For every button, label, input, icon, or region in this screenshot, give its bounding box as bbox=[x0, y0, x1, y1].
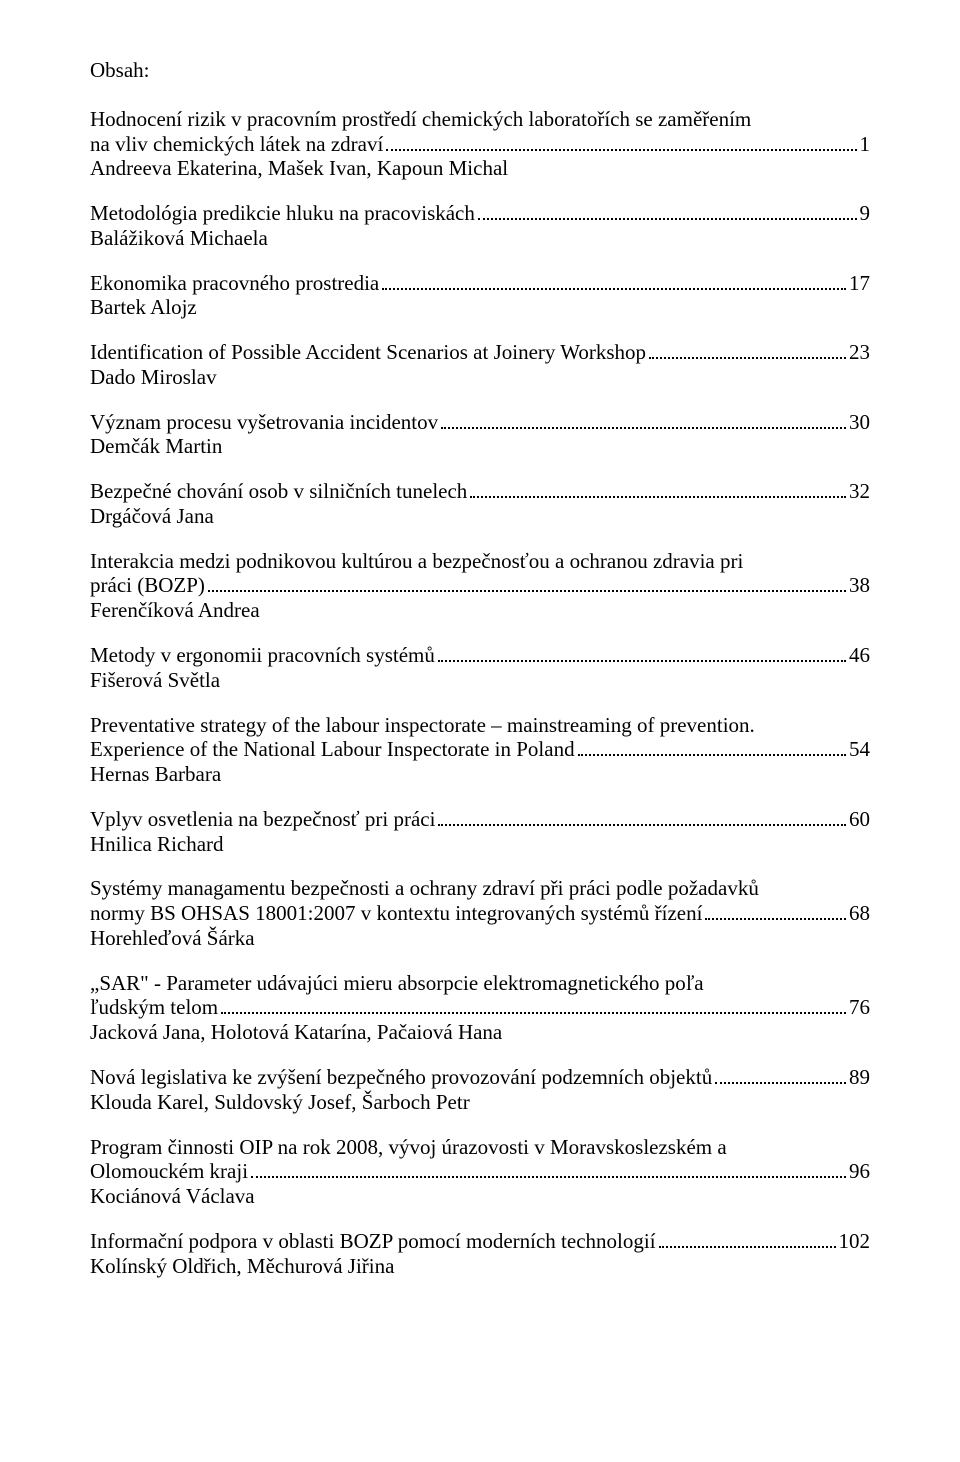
toc-entry-author: Kociánová Václava bbox=[90, 1184, 870, 1209]
toc-leader-dots bbox=[649, 356, 846, 359]
toc-entry: Vplyv osvetlenia na bezpečnosť pri práci… bbox=[90, 807, 870, 857]
toc-entry-title-lastline: Vplyv osvetlenia na bezpečnosť pri práci… bbox=[90, 807, 870, 832]
toc-entry-title-lastline: Bezpečné chování osob v silničních tunel… bbox=[90, 479, 870, 504]
toc-entry-author: Hnilica Richard bbox=[90, 832, 870, 857]
toc-entry-title-text: Metodológia predikcie hluku na pracovisk… bbox=[90, 201, 475, 226]
toc-entry-title-lastline: ľudským telom 76 bbox=[90, 995, 870, 1020]
toc-entry-title-lastline: Ekonomika pracovného prostredia 17 bbox=[90, 271, 870, 296]
toc-page-number: 68 bbox=[849, 901, 870, 926]
toc-entry: Systémy managamentu bezpečnosti a ochran… bbox=[90, 876, 870, 950]
toc-entry: Interakcia medzi podnikovou kultúrou a b… bbox=[90, 549, 870, 623]
toc-entry-author: Jacková Jana, Holotová Katarína, Pačaiov… bbox=[90, 1020, 870, 1045]
toc-entry-title-text: normy BS OHSAS 18001:2007 v kontextu int… bbox=[90, 901, 702, 926]
toc-entry: Program činnosti OIP na rok 2008, vývoj … bbox=[90, 1135, 870, 1209]
toc-leader-dots bbox=[441, 426, 846, 429]
toc-entry: „SAR" - Parameter udávajúci mieru absorp… bbox=[90, 971, 870, 1045]
toc-leader-dots bbox=[251, 1175, 846, 1178]
toc-leader-dots bbox=[438, 659, 846, 662]
toc-entry-title-line: Hodnocení rizik v pracovním prostředí ch… bbox=[90, 107, 870, 132]
toc-entry-title-lastline: Metodológia predikcie hluku na pracovisk… bbox=[90, 201, 870, 226]
toc-entry-author: Andreeva Ekaterina, Mašek Ivan, Kapoun M… bbox=[90, 156, 870, 181]
toc-leader-dots bbox=[208, 589, 846, 592]
toc-page-number: 32 bbox=[849, 479, 870, 504]
toc-entry-title-line: „SAR" - Parameter udávajúci mieru absorp… bbox=[90, 971, 870, 996]
toc-page-number: 30 bbox=[849, 410, 870, 435]
toc-entry-title-text: Informační podpora v oblasti BOZP pomocí… bbox=[90, 1229, 656, 1254]
toc-entry-title-text: Identification of Possible Accident Scen… bbox=[90, 340, 646, 365]
toc-entry-title-lastline: Význam procesu vyšetrovania incidentov 30 bbox=[90, 410, 870, 435]
toc-entry-author: Horehleďová Šárka bbox=[90, 926, 870, 951]
toc-entry: Nová legislativa ke zvýšení bezpečného p… bbox=[90, 1065, 870, 1115]
toc-entry-title-lastline: práci (BOZP) 38 bbox=[90, 573, 870, 598]
toc-leader-dots bbox=[438, 823, 846, 826]
toc-entry-title-line: Program činnosti OIP na rok 2008, vývoj … bbox=[90, 1135, 870, 1160]
toc-entry-title-line: Systémy managamentu bezpečnosti a ochran… bbox=[90, 876, 870, 901]
toc-entry-title-line: Preventative strategy of the labour insp… bbox=[90, 713, 870, 738]
toc-entry-title-text: ľudským telom bbox=[90, 995, 218, 1020]
toc-entry-title-text: na vliv chemických látek na zdraví bbox=[90, 132, 383, 157]
toc-entry-title-lastline: Experience of the National Labour Inspec… bbox=[90, 737, 870, 762]
toc-page-number: 1 bbox=[860, 132, 871, 157]
toc-leader-dots bbox=[478, 217, 857, 220]
toc-leader-dots bbox=[386, 148, 856, 151]
toc-page-number: 9 bbox=[860, 201, 871, 226]
toc-page-number: 23 bbox=[849, 340, 870, 365]
toc-page-number: 96 bbox=[849, 1159, 870, 1184]
toc-leader-dots bbox=[705, 917, 846, 920]
toc-page-number: 102 bbox=[839, 1229, 871, 1254]
toc-entry: Hodnocení rizik v pracovním prostředí ch… bbox=[90, 107, 870, 181]
toc-list: Hodnocení rizik v pracovním prostředí ch… bbox=[90, 107, 870, 1279]
toc-leader-dots bbox=[578, 753, 846, 756]
toc-entry-title-text: Význam procesu vyšetrovania incidentov bbox=[90, 410, 438, 435]
toc-entry-author: Fišerová Světla bbox=[90, 668, 870, 693]
toc-entry-author: Balážiková Michaela bbox=[90, 226, 870, 251]
toc-entry-title-lastline: Informační podpora v oblasti BOZP pomocí… bbox=[90, 1229, 870, 1254]
toc-entry: Identification of Possible Accident Scen… bbox=[90, 340, 870, 390]
toc-entry-title-text: Olomouckém kraji bbox=[90, 1159, 248, 1184]
toc-leader-dots bbox=[659, 1245, 836, 1248]
toc-entry-title-lastline: normy BS OHSAS 18001:2007 v kontextu int… bbox=[90, 901, 870, 926]
toc-entry-author: Kolínský Oldřich, Měchurová Jiřina bbox=[90, 1254, 870, 1279]
toc-page-number: 46 bbox=[849, 643, 870, 668]
toc-entry: Metodológia predikcie hluku na pracovisk… bbox=[90, 201, 870, 251]
toc-entry-title-lastline: na vliv chemických látek na zdraví 1 bbox=[90, 132, 870, 157]
toc-entry-title-lastline: Nová legislativa ke zvýšení bezpečného p… bbox=[90, 1065, 870, 1090]
toc-entry-title-text: Metody v ergonomii pracovních systémů bbox=[90, 643, 435, 668]
toc-entry: Bezpečné chování osob v silničních tunel… bbox=[90, 479, 870, 529]
toc-entry-title-lastline: Metody v ergonomii pracovních systémů 46 bbox=[90, 643, 870, 668]
toc-entry-title-lastline: Olomouckém kraji 96 bbox=[90, 1159, 870, 1184]
toc-leader-dots bbox=[221, 1011, 846, 1014]
toc-page-number: 60 bbox=[849, 807, 870, 832]
toc-entry-title-lastline: Identification of Possible Accident Scen… bbox=[90, 340, 870, 365]
toc-entry-author: Demčák Martin bbox=[90, 434, 870, 459]
toc-page-number: 38 bbox=[849, 573, 870, 598]
toc-page-number: 54 bbox=[849, 737, 870, 762]
toc-heading: Obsah: bbox=[90, 58, 870, 83]
toc-page-number: 17 bbox=[849, 271, 870, 296]
toc-leader-dots bbox=[470, 495, 846, 498]
toc-entry-title-text: Bezpečné chování osob v silničních tunel… bbox=[90, 479, 467, 504]
toc-entry: Význam procesu vyšetrovania incidentov 30… bbox=[90, 410, 870, 460]
toc-page-number: 89 bbox=[849, 1065, 870, 1090]
toc-entry: Preventative strategy of the labour insp… bbox=[90, 713, 870, 787]
toc-entry: Informační podpora v oblasti BOZP pomocí… bbox=[90, 1229, 870, 1279]
toc-entry: Metody v ergonomii pracovních systémů 46F… bbox=[90, 643, 870, 693]
toc-leader-dots bbox=[715, 1081, 846, 1084]
toc-entry-title-text: Experience of the National Labour Inspec… bbox=[90, 737, 575, 762]
toc-entry-author: Bartek Alojz bbox=[90, 295, 870, 320]
toc-entry-title-text: Ekonomika pracovného prostredia bbox=[90, 271, 379, 296]
toc-entry-author: Klouda Karel, Suldovský Josef, Šarboch P… bbox=[90, 1090, 870, 1115]
toc-entry-author: Hernas Barbara bbox=[90, 762, 870, 787]
toc-entry: Ekonomika pracovného prostredia 17Bartek … bbox=[90, 271, 870, 321]
toc-entry-author: Ferenčíková Andrea bbox=[90, 598, 870, 623]
toc-leader-dots bbox=[382, 287, 846, 290]
toc-entry-title-line: Interakcia medzi podnikovou kultúrou a b… bbox=[90, 549, 870, 574]
toc-entry-author: Dado Miroslav bbox=[90, 365, 870, 390]
toc-entry-title-text: Vplyv osvetlenia na bezpečnosť pri práci bbox=[90, 807, 435, 832]
toc-entry-title-text: Nová legislativa ke zvýšení bezpečného p… bbox=[90, 1065, 712, 1090]
toc-entry-title-text: práci (BOZP) bbox=[90, 573, 205, 598]
toc-entry-author: Drgáčová Jana bbox=[90, 504, 870, 529]
toc-page-number: 76 bbox=[849, 995, 870, 1020]
